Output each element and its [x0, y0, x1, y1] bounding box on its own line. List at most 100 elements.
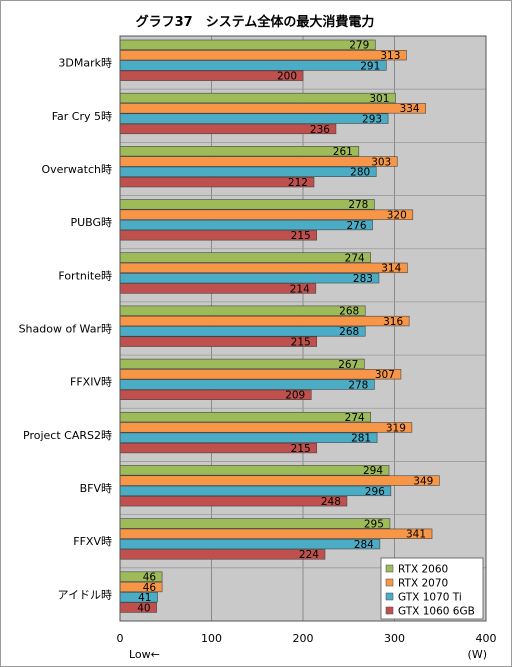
value-label-rtx-2060-project-cars2: 274	[345, 412, 365, 424]
value-label-rtx-2070-shadow-of-war: 316	[383, 316, 403, 328]
bar-gtx-1060-6gb-bfv	[119, 496, 348, 507]
plot-border	[119, 35, 487, 622]
category-label-pubg: PUBG時	[70, 216, 112, 229]
value-label-gtx-1070-ti-overwatch: 280	[350, 167, 370, 179]
legend-swatch-gtx-1060-6gb	[385, 606, 394, 615]
value-label-gtx-1060-6gb-shadow-of-war: 215	[291, 337, 311, 349]
bar-gtx-1060-6gb-ffxv	[119, 549, 326, 560]
category-label-overwatch: Overwatch時	[41, 163, 112, 176]
value-label-gtx-1070-ti-pubg: 276	[346, 220, 366, 232]
category-label-bfv: BFV時	[80, 482, 112, 495]
value-label-rtx-2070-ffxiv: 307	[375, 369, 395, 381]
bar-rtx-2070-bfv	[119, 475, 440, 486]
value-label-rtx-2070-project-cars2: 319	[386, 422, 406, 434]
bar-gtx-1060-6gb-pubg	[119, 230, 318, 241]
bar-rtx-2070-pubg	[119, 209, 414, 220]
category-label-ffxiv: FFXIV時	[70, 376, 112, 389]
bar-gtx-1070-ti-overwatch	[119, 166, 377, 177]
value-label-gtx-1070-ti-fortnite: 283	[353, 273, 373, 285]
bar-gtx-1060-6gb-fortnite	[119, 283, 317, 294]
legend-label-gtx-1070-ti: GTX 1070 Ti	[398, 592, 462, 604]
category-label-ffxv: FFXV時	[73, 535, 112, 548]
value-label-gtx-1060-6gb-project-cars2: 215	[291, 443, 311, 455]
value-label-gtx-1060-6gb-ffxiv: 209	[285, 390, 305, 402]
bar-rtx-2070-fortnite	[119, 262, 408, 274]
bar-rtx-2060-shadow-of-war	[119, 305, 366, 316]
value-label-rtx-2070-idle: 46	[143, 582, 157, 594]
value-label-gtx-1060-6gb-3dmark: 200	[277, 71, 297, 83]
value-label-rtx-2070-ffxv: 341	[406, 529, 426, 541]
bar-rtx-2060-ffxv	[119, 518, 391, 529]
value-label-rtx-2070-pubg: 320	[387, 210, 407, 222]
value-label-rtx-2060-far-cry-5: 301	[369, 93, 389, 105]
legend-swatch-rtx-2060	[385, 564, 394, 573]
value-label-gtx-1060-6gb-pubg: 215	[291, 230, 311, 242]
value-label-rtx-2070-far-cry-5: 334	[400, 103, 420, 115]
bar-gtx-1070-ti-ffxiv	[119, 379, 375, 390]
value-label-rtx-2060-idle: 46	[143, 572, 157, 584]
value-label-gtx-1070-ti-3dmark: 291	[360, 60, 380, 72]
bar-gtx-1060-6gb-shadow-of-war	[119, 336, 318, 347]
bar-rtx-2060-bfv	[119, 465, 390, 476]
x-tick-label: 0	[117, 632, 124, 645]
value-label-gtx-1070-ti-project-cars2: 281	[351, 433, 371, 445]
bar-rtx-2070-ffxiv	[119, 369, 402, 380]
value-label-gtx-1060-6gb-idle: 40	[137, 602, 150, 614]
bar-gtx-1060-6gb-ffxiv	[119, 389, 312, 400]
value-label-rtx-2060-overwatch: 261	[333, 146, 353, 158]
x-tick-label: 200	[293, 632, 314, 645]
bar-gtx-1070-ti-fortnite	[119, 273, 380, 284]
bar-rtx-2060-fortnite	[119, 252, 372, 263]
bar-rtx-2070-project-cars2	[119, 422, 413, 433]
bar-gtx-1060-6gb-3dmark	[119, 70, 304, 81]
category-label-3dmark: 3DMark時	[58, 57, 112, 70]
bar-gtx-1060-6gb-overwatch	[119, 176, 315, 188]
legend-swatch-gtx-1070-ti	[385, 592, 394, 601]
bar-rtx-2060-pubg	[119, 199, 375, 210]
x-tick-label: 300	[384, 632, 405, 645]
bar-rtx-2060-3dmark	[119, 39, 376, 50]
x-tick-label: 400	[476, 632, 497, 645]
value-label-gtx-1070-ti-far-cry-5: 293	[362, 113, 382, 125]
value-label-rtx-2060-fortnite: 274	[345, 252, 365, 264]
value-label-rtx-2070-3dmark: 313	[380, 50, 400, 62]
legend-box	[380, 557, 484, 620]
value-label-rtx-2060-bfv: 294	[363, 465, 383, 477]
bar-rtx-2070-ffxv	[119, 528, 433, 539]
value-label-gtx-1070-ti-idle: 41	[138, 592, 151, 604]
value-label-gtx-1060-6gb-overwatch: 212	[288, 177, 308, 189]
value-label-rtx-2060-ffxv: 295	[364, 518, 384, 530]
value-label-rtx-2070-overwatch: 303	[371, 156, 391, 168]
value-label-rtx-2070-fortnite: 314	[381, 263, 401, 275]
bar-gtx-1070-ti-3dmark	[119, 60, 387, 71]
bar-rtx-2070-far-cry-5	[119, 103, 426, 114]
chart-title: グラフ37 システム全体の最大消費電力	[136, 14, 375, 30]
value-label-gtx-1070-ti-shadow-of-war: 268	[339, 326, 359, 338]
legend-swatch-rtx-2070	[385, 578, 394, 587]
bar-gtx-1070-ti-shadow-of-war	[119, 326, 366, 337]
category-label-far-cry-5: Far Cry 5時	[52, 110, 112, 123]
value-label-rtx-2060-3dmark: 279	[349, 40, 369, 52]
category-label-idle: アイドル時	[58, 588, 112, 601]
x-axis-low-label: Low←	[129, 648, 160, 661]
bar-gtx-1070-ti-ffxv	[119, 538, 381, 550]
value-label-rtx-2060-ffxiv: 267	[338, 359, 358, 371]
bar-gtx-1070-ti-pubg	[119, 219, 373, 231]
value-label-gtx-1070-ti-ffxiv: 278	[348, 379, 368, 391]
bar-rtx-2060-overwatch	[119, 146, 360, 157]
value-label-gtx-1060-6gb-far-cry-5: 236	[310, 124, 330, 136]
value-label-rtx-2060-shadow-of-war: 268	[339, 306, 359, 318]
value-label-rtx-2060-pubg: 278	[348, 199, 368, 211]
bar-rtx-2060-ffxiv	[119, 358, 365, 370]
category-label-project-cars2: Project CARS2時	[23, 429, 112, 442]
value-label-gtx-1060-6gb-fortnite: 214	[290, 283, 310, 295]
bar-gtx-1070-ti-far-cry-5	[119, 113, 389, 124]
legend-label-rtx-2060: RTX 2060	[398, 564, 448, 576]
bar-rtx-2070-shadow-of-war	[119, 315, 410, 327]
bar-gtx-1060-6gb-far-cry-5	[119, 123, 337, 135]
category-label-fortnite: Fortnite時	[58, 269, 112, 282]
x-tick-label: 100	[201, 632, 222, 645]
legend-label-gtx-1060-6gb: GTX 1060 6GB	[398, 606, 475, 618]
